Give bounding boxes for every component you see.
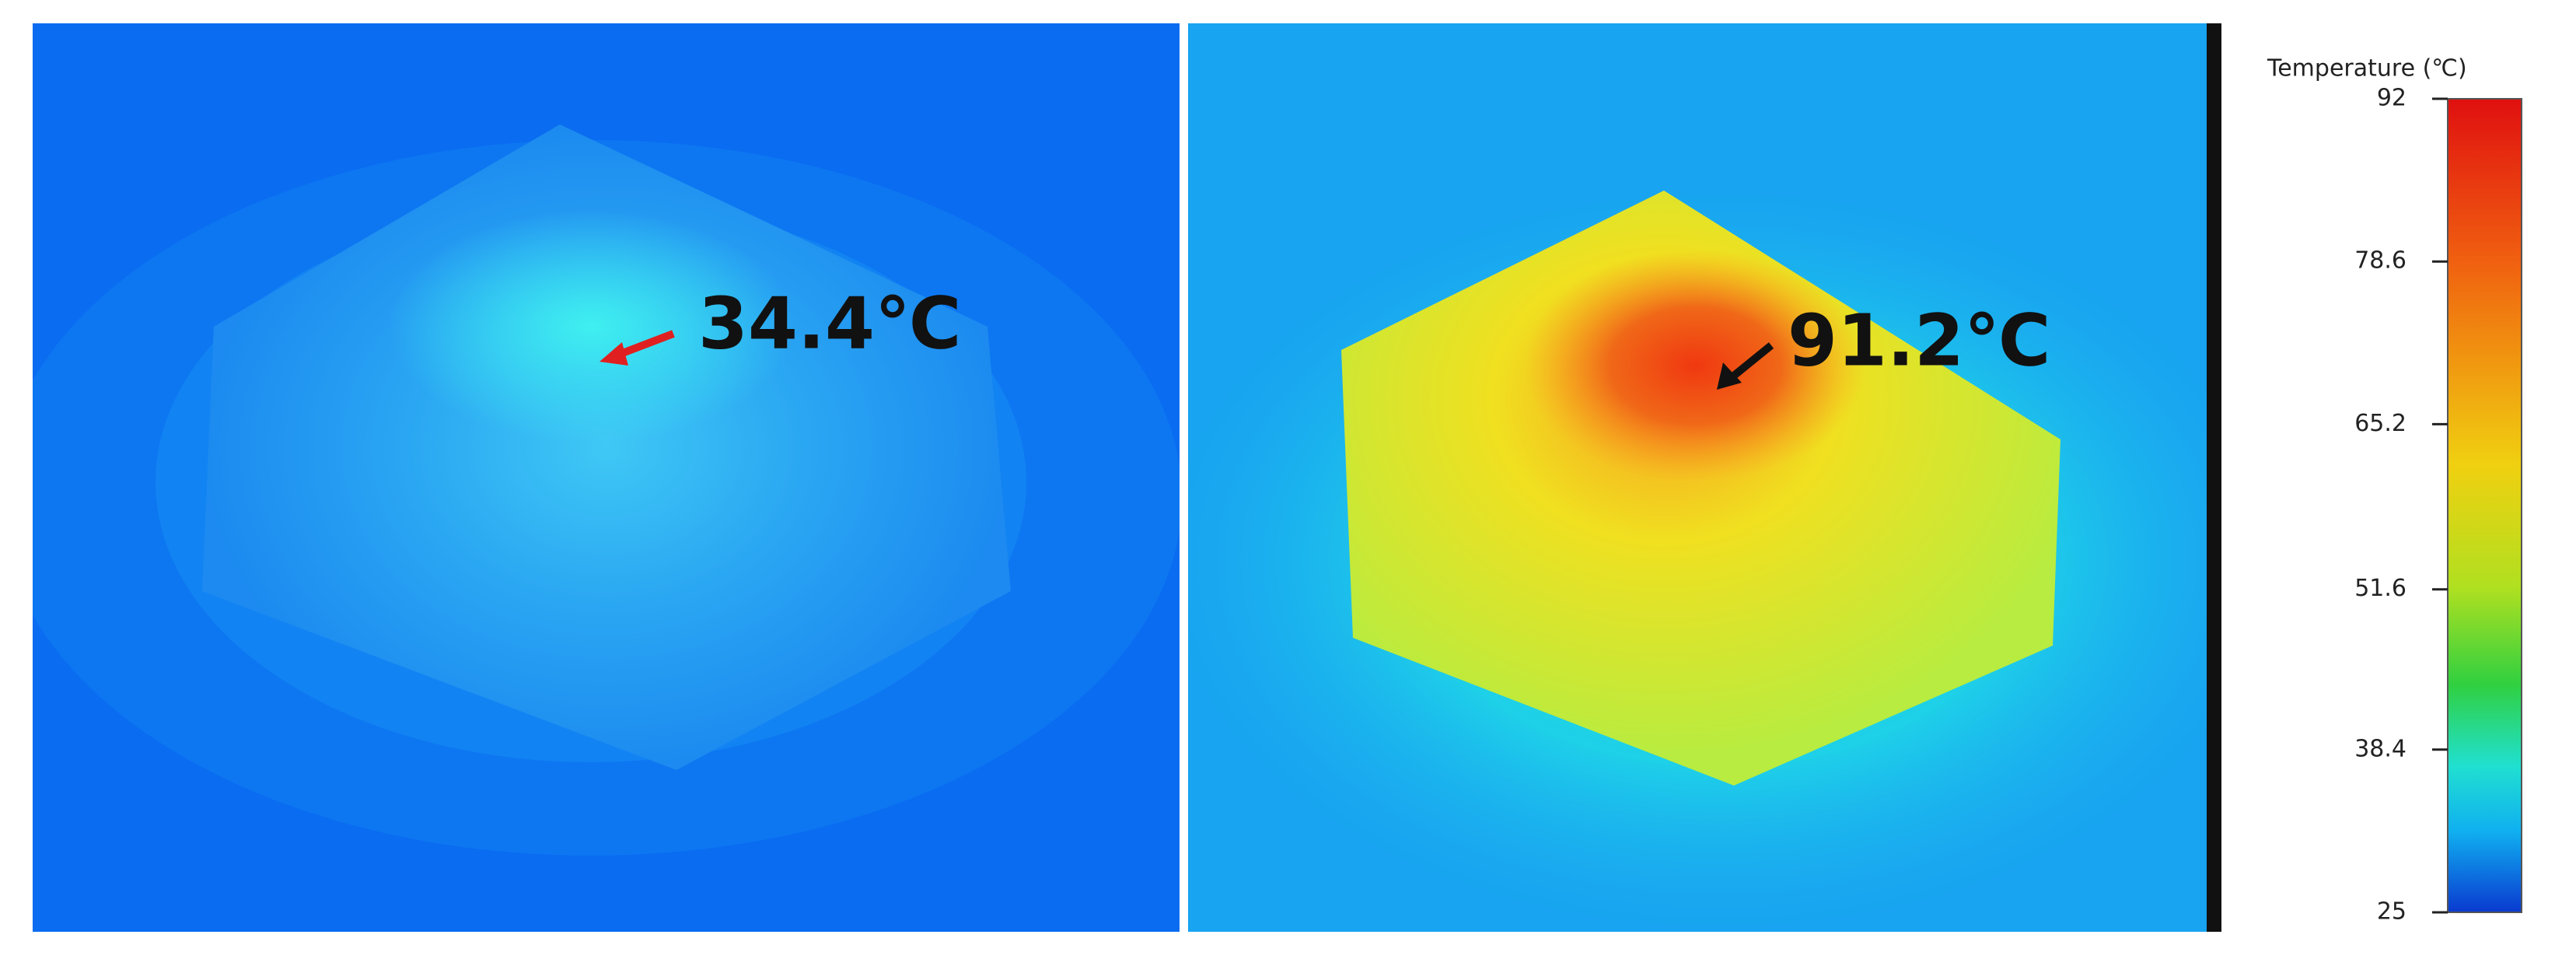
temperature-label: 34.4℃ [698,282,961,365]
tick-label: 38.4 [2354,735,2406,762]
tick-label: 78.6 [2354,247,2406,275]
right-panel: 91.2℃ [1188,23,2207,932]
tick-label: 65.2 [2354,410,2406,437]
left-panel: 34.4℃ [33,23,1180,932]
tick-label: 51.6 [2354,575,2406,602]
colorbar: Temperature (℃) 92 78.6 65.2 51.6 38.4 25 [2267,55,2522,926]
colorbar-title: Temperature (℃) [2267,55,2467,82]
tick-label: 25 [2377,898,2406,926]
tick-label: 92 [2377,85,2406,112]
temperature-label: 91.2℃ [1788,299,2050,382]
